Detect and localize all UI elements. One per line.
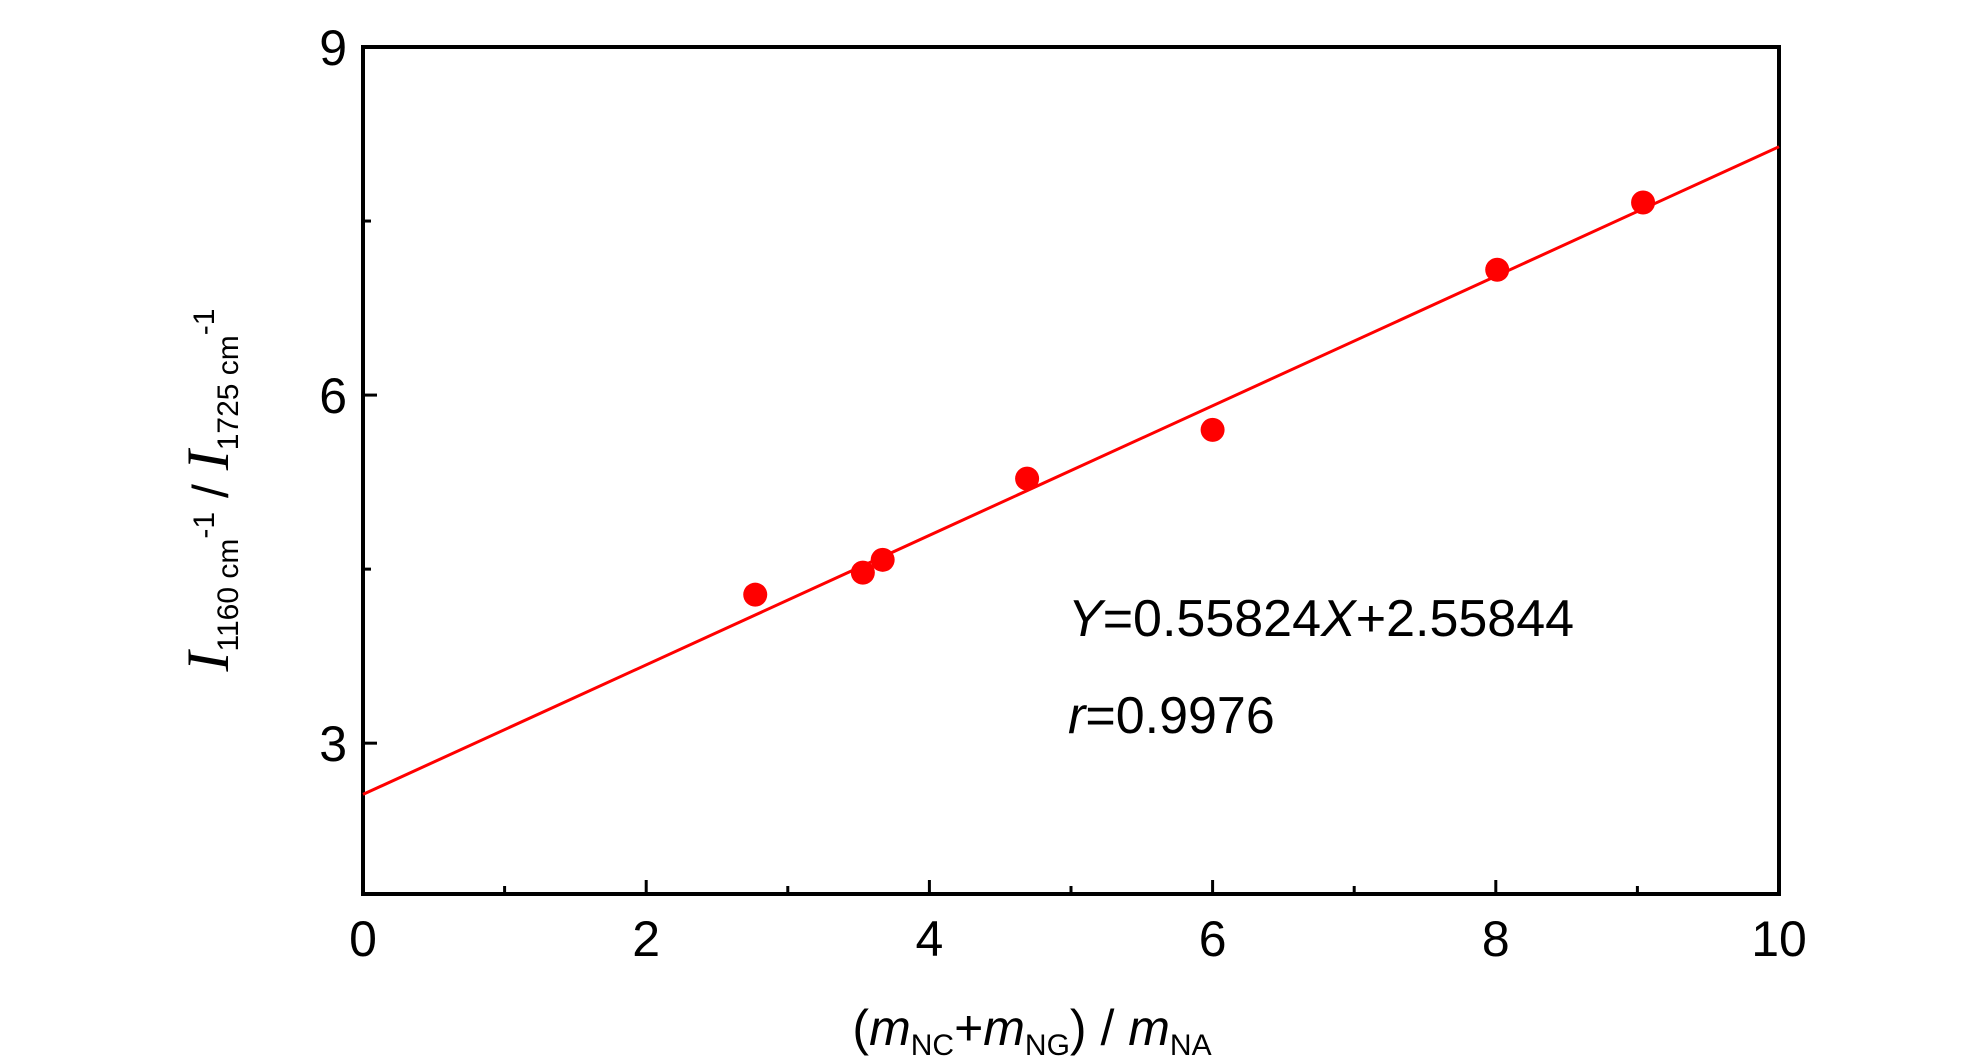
correlation-variable: r (1068, 687, 1088, 745)
y-axis-title-sup2: -1 (188, 309, 221, 336)
y-tick-label: 9 (319, 20, 347, 76)
data-point (1485, 257, 1510, 282)
data-point (743, 582, 768, 607)
x-tick-label: 2 (632, 911, 660, 967)
data-point (1015, 466, 1040, 491)
x-tick-label: 6 (1199, 911, 1227, 967)
x-axis-title-sub2: NG (1025, 1029, 1070, 1062)
correlation-annotation: r=0.9976 (1068, 687, 1275, 745)
x-axis-title-plus: + (954, 1000, 983, 1056)
x-tick-label: 0 (349, 911, 377, 967)
regression-line (362, 145, 1780, 796)
x-axis-title-m3: m (1128, 1000, 1170, 1056)
x-tick-label: 8 (1482, 911, 1510, 967)
data-point (1631, 190, 1656, 215)
x-axis-title-m1: m (869, 1000, 911, 1056)
x-tick-label: 4 (915, 911, 943, 967)
x-axis-title-open: ( (852, 1000, 869, 1056)
x-axis-title-sub3: NA (1170, 1029, 1212, 1062)
plot-area-frame (361, 45, 1781, 896)
axis-tick-labels: 0 2 4 6 8 10 3 6 9 (319, 20, 1807, 967)
y-axis-title-sub1: 1160 cm (212, 539, 245, 652)
y-tick-label: 6 (319, 368, 347, 424)
y-axis-title-sub2: 1725 cm (212, 335, 245, 450)
y-axis-title-sup1: -1 (188, 512, 221, 539)
x-axis-title-close: ) / (1070, 1000, 1128, 1056)
data-point (1200, 417, 1225, 442)
data-point (870, 547, 895, 572)
y-axis-title-i2: I (175, 447, 241, 471)
data-point (850, 560, 875, 585)
correlation-value: =0.9976 (1085, 687, 1274, 745)
data-points (743, 190, 1656, 607)
regression-line-group (362, 145, 1780, 796)
y-axis-title-i1: I (175, 648, 241, 672)
x-tick-label: 10 (1751, 911, 1807, 967)
y-axis-title-slash: / (183, 470, 239, 512)
equation-slope: =0.55824 (1103, 590, 1321, 648)
equation-y-variable: Y (1068, 590, 1106, 648)
y-axis-title: I1160 cm-1 / I1725 cm-1 (175, 309, 245, 673)
x-axis-title: (mNC+mNG) / mNA (852, 1000, 1211, 1062)
equation-intercept: +2.55844 (1356, 590, 1574, 648)
equation-annotation: Y=0.55824X+2.55844 (1068, 590, 1574, 648)
equation-x-variable: X (1320, 590, 1358, 648)
x-axis-title-m2: m (983, 1000, 1025, 1056)
y-tick-label: 3 (319, 716, 347, 772)
x-axis-title-sub1: NC (911, 1029, 954, 1062)
